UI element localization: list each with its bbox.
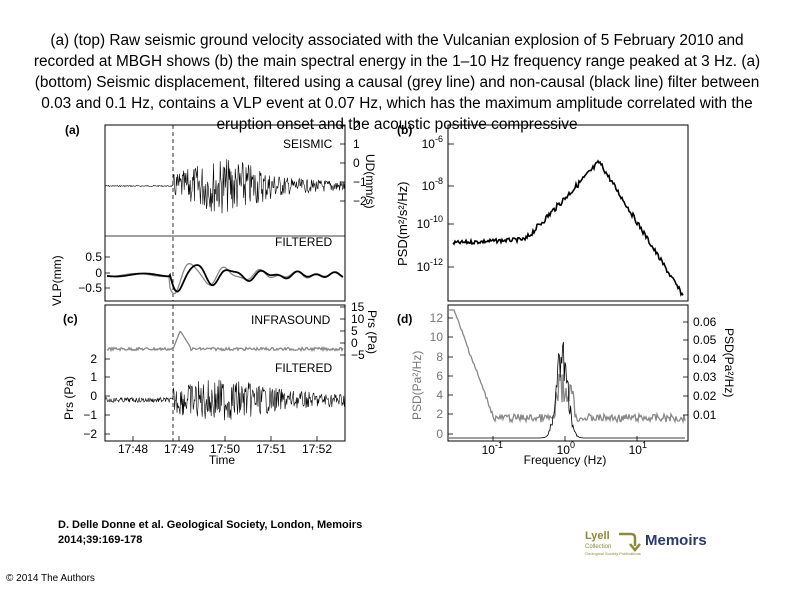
panel-d-right-ylabel: PSD(Pa²/Hz) <box>722 328 736 397</box>
ytick-psd-right: 0.05 <box>693 333 717 347</box>
credit: D. Delle Donne et al. Geological Society… <box>58 518 362 548</box>
ytick-prs-filtered: −2 <box>83 427 97 441</box>
ytick-prs-raw: 0 <box>351 336 358 350</box>
trace-vlp-causal <box>107 263 344 295</box>
xtick-time: 17:52 <box>302 442 332 456</box>
ytick-ud: −2 <box>353 194 367 208</box>
ytick-prs-raw: 10 <box>351 312 365 326</box>
panel-a-right-ticks: 2 1 0 −1 −2 <box>340 119 367 208</box>
ytick-psd-right: 0.04 <box>693 352 717 366</box>
panel-d-frame <box>447 304 689 442</box>
ytick-prs-filtered: −1 <box>83 408 97 422</box>
xtick-time: 17:50 <box>210 442 240 456</box>
ytick-psd-left: 4 <box>436 388 443 402</box>
trace-infrasound-psd <box>449 309 686 425</box>
panel-c-label: (c) <box>63 312 78 326</box>
logo-memoirs-text: Memoirs <box>645 532 707 549</box>
ytick-vlp: 0 <box>95 266 102 280</box>
credit-line-2: 2014;39:169-178 <box>58 534 143 546</box>
panel-a-left-ylabel: VLP(mm) <box>50 255 64 306</box>
logo-arrow-icon <box>619 532 641 552</box>
figure: (a) SEISMIC FILTERED 2 1 0 −1 −2 0.5 0 −0.5 UD… <box>45 118 755 473</box>
panel-b-frame <box>447 124 689 302</box>
panel-a-label: (a) <box>65 123 80 137</box>
trace-infrasound-filtered <box>104 379 346 421</box>
ytick-prs-filtered: 2 <box>90 352 97 366</box>
ytick-psd-right: 0.03 <box>693 370 717 384</box>
ytick-ud: 2 <box>353 119 360 133</box>
panel-d-xlabel: Frequency (Hz) <box>524 453 607 467</box>
logo-collection-text: Collection <box>585 544 612 550</box>
ytick-psd-left: 2 <box>436 407 443 421</box>
ytick-ud: 1 <box>353 137 360 151</box>
panel-b-label: (b) <box>397 123 412 137</box>
trace-infrasound <box>106 330 344 353</box>
trace-label-seismic: SEISMIC <box>283 137 333 151</box>
panel-d-right-ticks: 0.06 0.05 0.04 0.03 0.02 0.01 <box>683 315 717 422</box>
panel-d-label: (d) <box>397 312 412 326</box>
panel-c-left-ylabel: Prs (Pa) <box>62 376 76 420</box>
lyell-memoirs-logo: Lyell Collection Geological Society Publ… <box>583 530 713 560</box>
credit-line-1: D. Delle Donne et al. Geological Society… <box>58 519 363 531</box>
ytick-vlp: −0.5 <box>78 281 102 295</box>
trace-label-filtered-a: FILTERED <box>275 235 332 249</box>
trace-label-filtered-c: FILTERED <box>275 361 332 375</box>
ytick-psd: 10-6 <box>422 134 443 151</box>
ytick-prs-filtered: 0 <box>90 389 97 403</box>
copyright: © 2014 The Authors <box>6 573 95 584</box>
panel-b-ylabel: PSD(m²/s²/Hz) <box>395 182 410 267</box>
logo-tagline: Geological Society Publications <box>585 551 641 556</box>
panel-d-xticks: 10-1 100 101 <box>482 436 647 457</box>
ytick-ud: 0 <box>353 156 360 170</box>
trace-seismic-psd <box>452 159 684 297</box>
panel-a-frame <box>104 124 346 302</box>
ytick-psd-right: 0.02 <box>693 389 717 403</box>
ytick-prs-raw: 15 <box>351 300 365 314</box>
ytick-prs-raw: −5 <box>351 348 365 362</box>
ytick-psd: 10-8 <box>422 176 443 193</box>
xtick-time: 17:49 <box>164 442 194 456</box>
ytick-psd-left: 0 <box>436 427 443 441</box>
panel-d-left-ticks: 12 10 8 6 4 2 0 <box>430 311 453 441</box>
xtick-time: 17:51 <box>256 442 286 456</box>
ytick-vlp: 0.5 <box>85 250 102 264</box>
ytick-psd-left: 6 <box>436 369 443 383</box>
panel-c-left-ticks: 2 1 0 −1 −2 <box>83 352 110 441</box>
ytick-psd-right: 0.01 <box>693 408 717 422</box>
xtick-frequency: 10-1 <box>482 440 503 457</box>
trace-vlp-noncausal <box>106 264 344 293</box>
ytick-prs-raw: 5 <box>351 324 358 338</box>
trace-label-infrasound: INFRASOUND <box>251 313 331 327</box>
panel-a-left-ticks: 0.5 0−0.5 <box>78 250 110 295</box>
ytick-psd-left: 12 <box>430 311 444 325</box>
trace-seismic <box>104 159 346 214</box>
logo-lyell-text: Lyell <box>585 530 610 542</box>
figure-svg: (a) SEISMIC FILTERED 210−1−2 0.50−0.5 UD… <box>50 119 736 467</box>
panel-b-yticks: 10-6 10-8 10-10 10-12 <box>417 134 454 274</box>
ytick-psd: 10-12 <box>417 257 443 274</box>
xtick-time: 17:48 <box>118 442 148 456</box>
figure-caption: (a) (top) Raw seismic ground velocity as… <box>33 32 761 133</box>
trace-infrasound-psd-filtered <box>449 341 685 439</box>
panel-c-xticks: 17:48 17:49 17:50 17:51 17:52 <box>118 436 332 456</box>
ytick-psd-left: 10 <box>430 330 444 344</box>
ytick-psd-right: 0.06 <box>693 315 717 329</box>
ytick-psd: 10-10 <box>417 214 443 231</box>
xtick-frequency: 101 <box>629 440 647 457</box>
xtick-frequency: 100 <box>557 440 575 457</box>
panel-d-left-ylabel: PSD(Pa²/Hz) <box>410 351 424 420</box>
ytick-ud: −1 <box>353 175 367 189</box>
panel-c-right-ylabel: Prs (Pa) <box>365 310 379 354</box>
ytick-prs-filtered: 1 <box>90 370 97 384</box>
panel-c-xlabel: Time <box>209 453 236 467</box>
ytick-psd-left: 8 <box>436 350 443 364</box>
panel-a-right-ylabel: UD(mm/s) <box>363 154 377 209</box>
